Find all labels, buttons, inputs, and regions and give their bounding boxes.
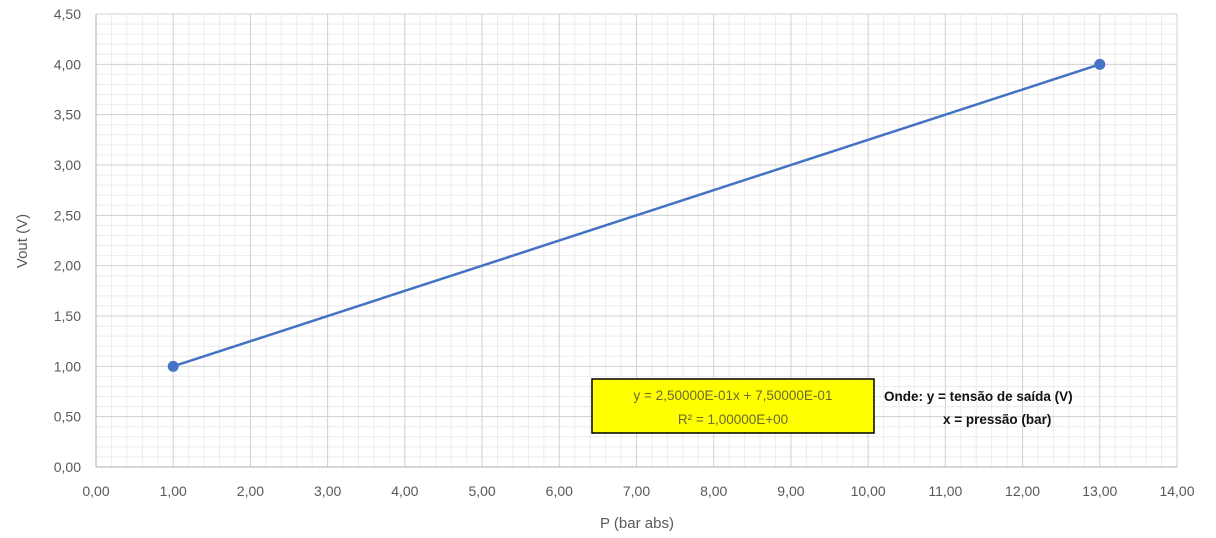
data-point [1094,58,1106,70]
series-layer [167,58,1106,372]
x-tick-label: 12,00 [1005,483,1040,499]
x-tick-label: 10,00 [851,483,886,499]
x-tick-label: 0,00 [82,483,109,499]
x-tick-label: 13,00 [1082,483,1117,499]
y-axis-title: Vout (V) [14,214,31,268]
x-tick-label: 5,00 [468,483,495,499]
x-tick-label: 6,00 [546,483,573,499]
y-tick-label: 4,50 [54,6,81,22]
trendline-r-squared: R² = 1,00000E+00 [678,412,788,427]
x-tick-label: 9,00 [777,483,804,499]
x-tick-label: 4,00 [391,483,418,499]
trendline-equation-background [591,378,875,434]
y-tick-label: 3,00 [54,157,81,173]
y-tick-labels: 0,00 0,50 1,00 1,50 2,00 2,50 3,00 3,50 4,00 4,50 [54,6,81,475]
axes [95,14,1177,468]
data-point [167,360,179,372]
y-tick-label: 2,50 [54,207,81,223]
y-tick-label: 3,50 [54,107,81,123]
note-line-1: Onde: y = tensão de saída (V) [884,389,1073,404]
x-tick-label: 11,00 [928,483,962,499]
variable-definition-note: Onde: y = tensão de saída (V) x = pressã… [884,389,1073,427]
trendline-equation-box: y = 2,50000E-01x + 7,50000E-01 R² = 1,00… [591,378,875,434]
trendline-equation: y = 2,50000E-01x + 7,50000E-01 [634,388,833,403]
x-tick-labels: 0,00 1,00 2,00 3,00 4,00 5,00 6,00 7,00 8,00 9,00… [82,483,1194,499]
x-axis-title: P (bar abs) [600,515,674,532]
y-tick-label: 1,00 [54,358,81,374]
y-tick-label: 0,50 [54,409,81,425]
x-tick-label: 14,00 [1159,483,1194,499]
note-line-2: x = pressão (bar) [943,412,1051,427]
x-tick-label: 2,00 [237,483,264,499]
y-tick-label: 1,50 [54,308,81,324]
y-tick-label: 2,00 [54,258,81,274]
y-tick-label: 0,00 [54,459,81,475]
x-tick-label: 8,00 [700,483,727,499]
x-tick-label: 1,00 [160,483,187,499]
y-tick-label: 4,00 [54,56,81,72]
series-line [171,63,1102,368]
x-tick-label: 3,00 [314,483,341,499]
x-tick-label: 7,00 [623,483,650,499]
